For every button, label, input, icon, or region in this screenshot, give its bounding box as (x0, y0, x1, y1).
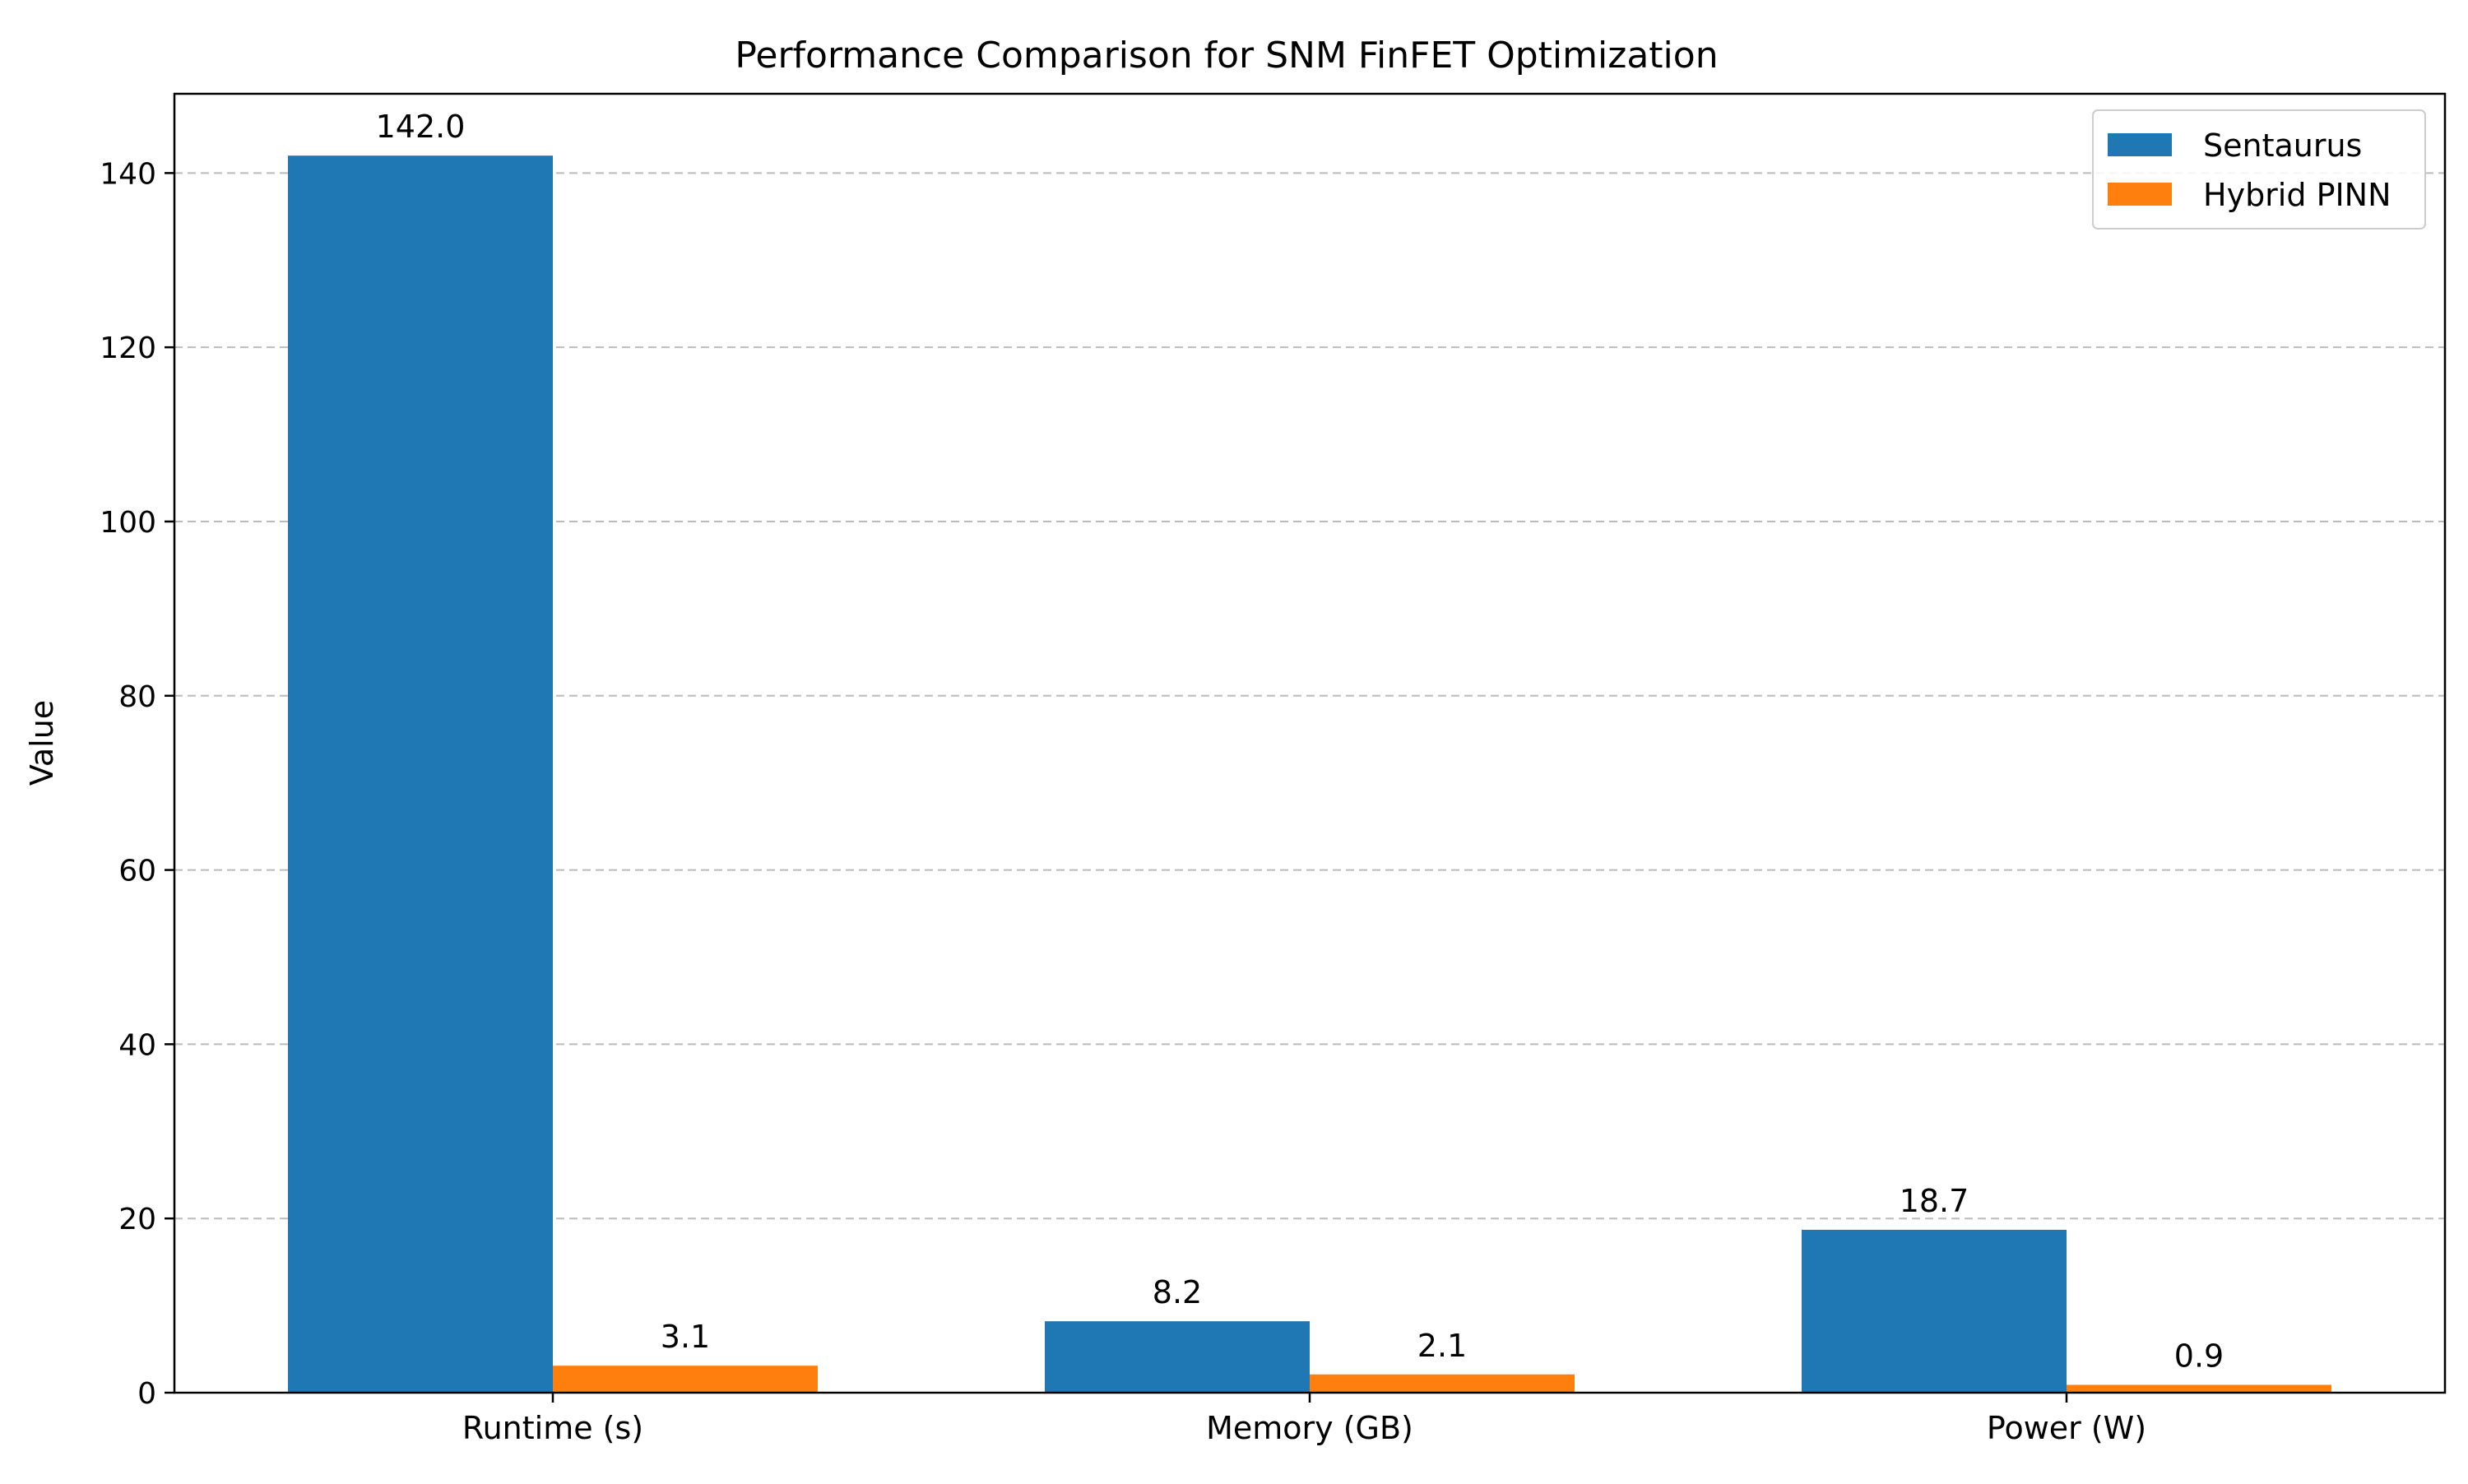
bar (1045, 1321, 1310, 1393)
y-tick-label: 80 (118, 680, 156, 714)
y-tick-label: 100 (100, 506, 156, 540)
bar (1310, 1374, 1575, 1393)
bar (553, 1366, 818, 1393)
legend-label: Hybrid PINN (2203, 177, 2391, 213)
x-axis-ticks: Runtime (s) Memory (GB) Power (W) (462, 1393, 2146, 1446)
y-tick-label: 0 (137, 1377, 156, 1411)
legend-box (2092, 109, 2426, 230)
bar-value-label: 0.9 (2174, 1338, 2224, 1374)
y-tick-label: 120 (100, 332, 156, 365)
bar-value-label: 3.1 (661, 1319, 710, 1355)
legend-label: Sentaurus (2203, 128, 2362, 164)
y-tick-label: 20 (118, 1203, 156, 1236)
bars-layer (288, 155, 2331, 1394)
y-axis-label: Value (24, 700, 60, 786)
y-axis-ticks: 0 20 40 60 80 100 120 140 (100, 157, 174, 1411)
grid-layer (174, 172, 2445, 1220)
bar (2067, 1384, 2331, 1393)
bar-value-label: 142.0 (376, 109, 466, 145)
x-tick-label: Memory (GB) (1206, 1410, 1413, 1446)
chart-title: Performance Comparison for SNM FinFET Op… (735, 35, 1718, 77)
bar-labels-layer: 142.0 3.1 8.2 2.1 18.7 0.9 (376, 109, 2224, 1374)
legend-swatch (2108, 133, 2172, 156)
y-tick-label: 60 (118, 855, 156, 888)
bar-value-label: 2.1 (1417, 1328, 1467, 1364)
bar (1802, 1229, 2067, 1393)
bar-value-label: 18.7 (1900, 1183, 1969, 1219)
bar (288, 155, 553, 1394)
legend-swatch (2108, 183, 2172, 206)
bar-value-label: 8.2 (1153, 1274, 1202, 1310)
x-tick-label: Runtime (s) (462, 1410, 643, 1446)
x-tick-label: Power (W) (1987, 1410, 2146, 1446)
y-tick-label: 40 (118, 1028, 156, 1062)
legend: Sentaurus Hybrid PINN (2092, 109, 2426, 230)
y-tick-label: 140 (100, 157, 156, 191)
